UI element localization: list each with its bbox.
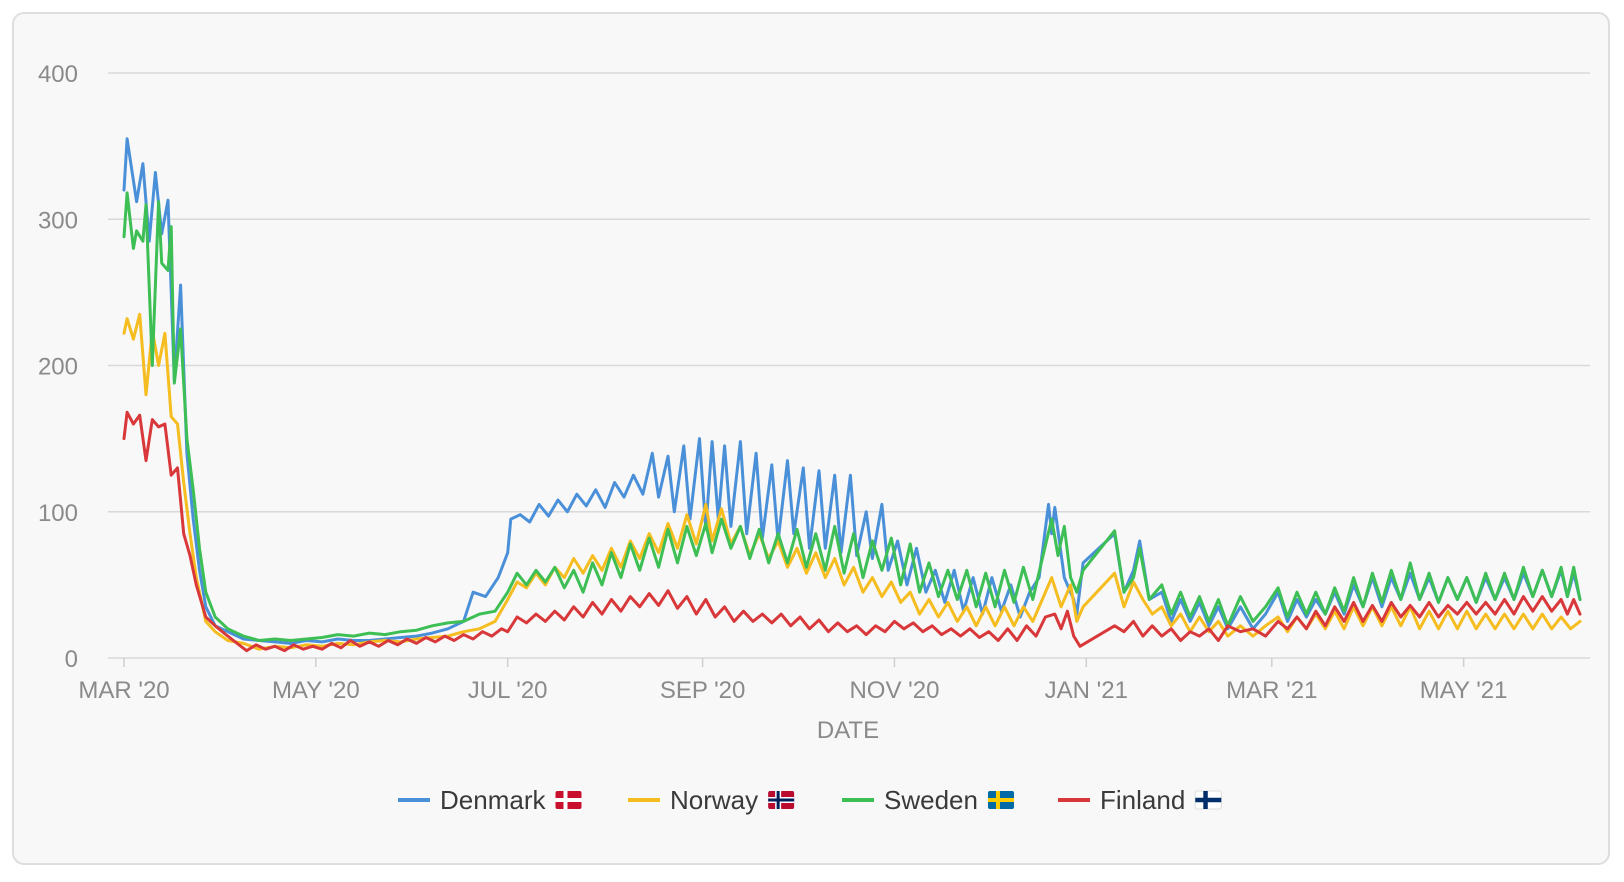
sweden-flag-icon [987, 791, 1014, 809]
legend-label: Finland [1100, 785, 1185, 815]
legend-item-norway[interactable]: Norway [628, 785, 795, 815]
x-tick-label: JUL '20 [468, 677, 548, 704]
x-axis: MAR '20 MAY '20 JUL '20 SEP '20 NOV '20 JAN '… [78, 658, 1508, 704]
legend-item-sweden[interactable]: Sweden [842, 785, 1014, 815]
x-tick-label: MAR '20 [78, 677, 169, 704]
y-tick-label: 0 [65, 646, 78, 673]
chart-card [12, 12, 1610, 865]
grid [108, 72, 1590, 659]
series-line-sweden [122, 191, 1582, 642]
x-tick-label: MAY '21 [1420, 677, 1508, 704]
x-tick-label: NOV '20 [849, 677, 939, 704]
x-tick-label: SEP '20 [660, 677, 746, 704]
y-tick-label: 200 [38, 354, 78, 381]
series-line-finland [122, 410, 1582, 653]
denmark-flag-icon [555, 791, 582, 809]
legend-item-denmark[interactable]: Denmark [398, 785, 582, 815]
legend-label: Norway [670, 785, 758, 815]
legend-label: Denmark [440, 785, 546, 815]
y-tick-label: 300 [38, 207, 78, 234]
x-tick-label: MAR '21 [1226, 677, 1317, 704]
y-tick-label: 100 [38, 500, 78, 527]
legend-label: Sweden [884, 785, 978, 815]
x-axis-title: DATE [817, 717, 879, 744]
legend-item-finland[interactable]: Finland [1058, 785, 1222, 815]
norway-flag-icon [768, 791, 795, 809]
x-tick-label: JAN '21 [1045, 677, 1128, 704]
finland-flag-icon [1194, 790, 1222, 810]
y-tick-label: 400 [38, 61, 78, 88]
x-tick-label: MAY '20 [272, 677, 360, 704]
series-lines [122, 137, 1582, 653]
y-axis: 0 100 200 300 400 [38, 61, 78, 673]
legend: Denmark Norway Sweden Finland [398, 785, 1222, 815]
